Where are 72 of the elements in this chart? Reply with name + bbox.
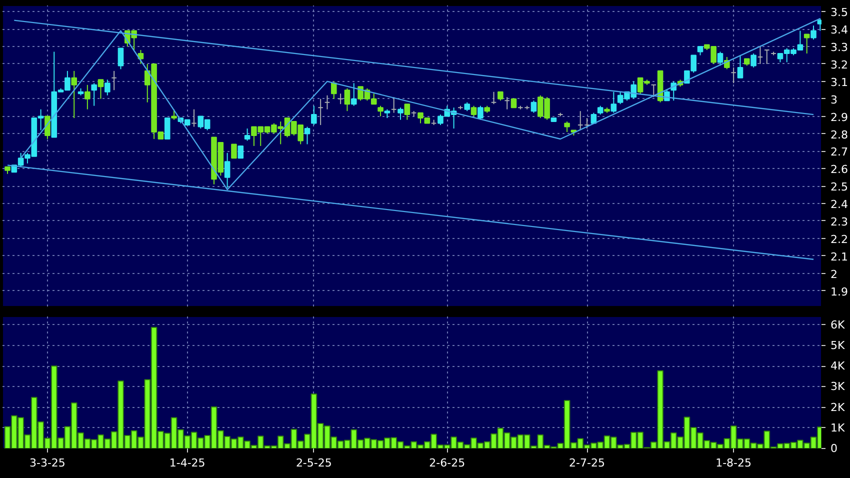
candlestick <box>44 116 50 140</box>
candlestick <box>164 118 170 140</box>
x-tick-label: 2-6-25 <box>429 456 466 470</box>
candlestick <box>750 52 756 68</box>
candlestick <box>717 51 724 66</box>
candlestick <box>304 126 310 145</box>
y-tick-label: 3.5 <box>830 6 848 20</box>
candlestick <box>398 107 404 120</box>
y-tick-label: 3.4 <box>830 24 848 37</box>
y-tick-label: 1K <box>830 421 846 434</box>
candlestick <box>610 91 617 114</box>
x-tick-label: 2-5-25 <box>296 456 332 470</box>
y-tick-label: 2.4 <box>830 198 848 212</box>
candlestick <box>224 152 230 188</box>
candlestick <box>737 54 744 78</box>
candlestick <box>231 144 237 159</box>
candlestick <box>91 82 97 106</box>
candlestick <box>764 49 770 64</box>
candlestick <box>350 82 357 106</box>
y-tick-label: 2.2 <box>830 232 848 246</box>
candlestick <box>650 84 657 98</box>
candlestick <box>390 96 397 114</box>
x-tick-label: 1-4-25 <box>169 456 206 470</box>
y-tick-label: 1.9 <box>830 285 848 298</box>
candlestick <box>311 105 317 126</box>
y-tick-label: 0 <box>830 442 838 455</box>
candlestick <box>71 70 78 119</box>
y-tick-label: 2 <box>830 268 838 281</box>
y-tick-label: 4K <box>830 360 846 372</box>
y-tick-label: 5K <box>830 338 846 352</box>
candlestick <box>344 88 350 112</box>
candlestick <box>238 145 244 159</box>
x-tick-label: 3-3-25 <box>29 456 66 470</box>
x-tick-label: 1-8-25 <box>716 456 752 470</box>
candlestick <box>404 104 410 120</box>
candlestick <box>470 105 477 117</box>
candlestick <box>118 48 124 70</box>
candlestick <box>324 94 330 110</box>
y-tick-label: 2K <box>830 400 846 414</box>
y-tick-label: 3.3 <box>830 41 848 54</box>
candlestick <box>98 79 104 100</box>
candlestick <box>191 108 197 128</box>
candlestick <box>331 80 337 100</box>
y-tick-label: 2.7 <box>830 146 848 159</box>
candlestick <box>244 128 250 142</box>
candlestick <box>84 84 90 110</box>
candlestick <box>318 98 324 126</box>
y-tick-label: 6K <box>830 318 846 332</box>
y-tick-label: 2.8 <box>830 128 848 142</box>
candlestick <box>490 91 497 105</box>
y-tick-label: 2.1 <box>830 250 848 264</box>
candlestick <box>504 96 510 110</box>
y-tick-label: 3.1 <box>830 76 848 89</box>
candlestick <box>804 34 810 54</box>
candlestick <box>104 79 110 96</box>
candlestick <box>378 105 384 117</box>
y-tick-label: 2.6 <box>830 163 848 176</box>
candlestick <box>564 121 570 133</box>
y-tick-label: 3K <box>830 380 846 394</box>
candlestick <box>111 70 117 91</box>
y-tick-label: 2.5 <box>830 180 848 194</box>
candlestick <box>730 66 736 84</box>
candlestick <box>757 46 764 64</box>
y-tick-label: 2.3 <box>830 216 848 228</box>
candlestick <box>338 93 344 105</box>
candlestick <box>478 105 484 120</box>
candlestick <box>530 100 537 114</box>
candlestick <box>810 25 816 40</box>
y-tick-label: 3 <box>830 93 838 106</box>
x-tick-label: 2-7-25 <box>569 456 605 470</box>
y-tick-label: 3.2 <box>830 58 848 72</box>
y-tick-label: 2.9 <box>830 110 848 124</box>
